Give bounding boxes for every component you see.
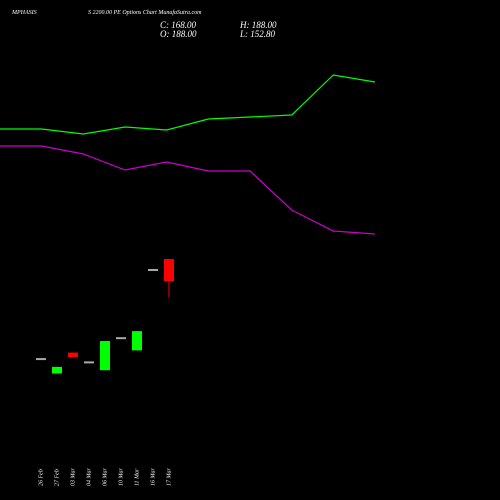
candle-body	[100, 341, 110, 371]
indicator-line	[0, 74, 376, 135]
candle-body	[116, 337, 126, 340]
candle-body	[84, 361, 94, 364]
x-tick-label: 04 Mar	[85, 468, 92, 486]
chart-title: MPHASIS	[11, 10, 37, 16]
x-tick-label: 27 Feb	[54, 469, 60, 486]
x-tick-label: 10 Mar	[118, 468, 124, 486]
low-label: L: 152.80	[239, 29, 276, 39]
candle-body	[148, 268, 158, 271]
x-tick-label: 17 Mar	[166, 468, 172, 486]
x-tick-label: 16 Mar	[150, 468, 156, 486]
x-tick-label: 06 Mar	[102, 468, 108, 486]
high-label: H: 188.00	[239, 20, 277, 30]
close-label: C: 168.00	[160, 20, 197, 30]
candle-body	[52, 366, 62, 374]
candle-body	[36, 358, 46, 361]
open-label: O: 188.00	[160, 29, 197, 39]
indicator-line	[0, 145, 376, 235]
x-tick-label: 11 Mar	[134, 468, 140, 486]
candle-body	[164, 259, 174, 282]
candle-body	[132, 331, 142, 351]
chart-subtitle: S 2200.00 PE Options Chart MunafaSutra.c…	[88, 9, 202, 16]
candle-body	[68, 352, 78, 357]
x-tick-label: 26 Feb	[38, 469, 44, 486]
x-tick-label: 03 Mar	[70, 468, 76, 486]
